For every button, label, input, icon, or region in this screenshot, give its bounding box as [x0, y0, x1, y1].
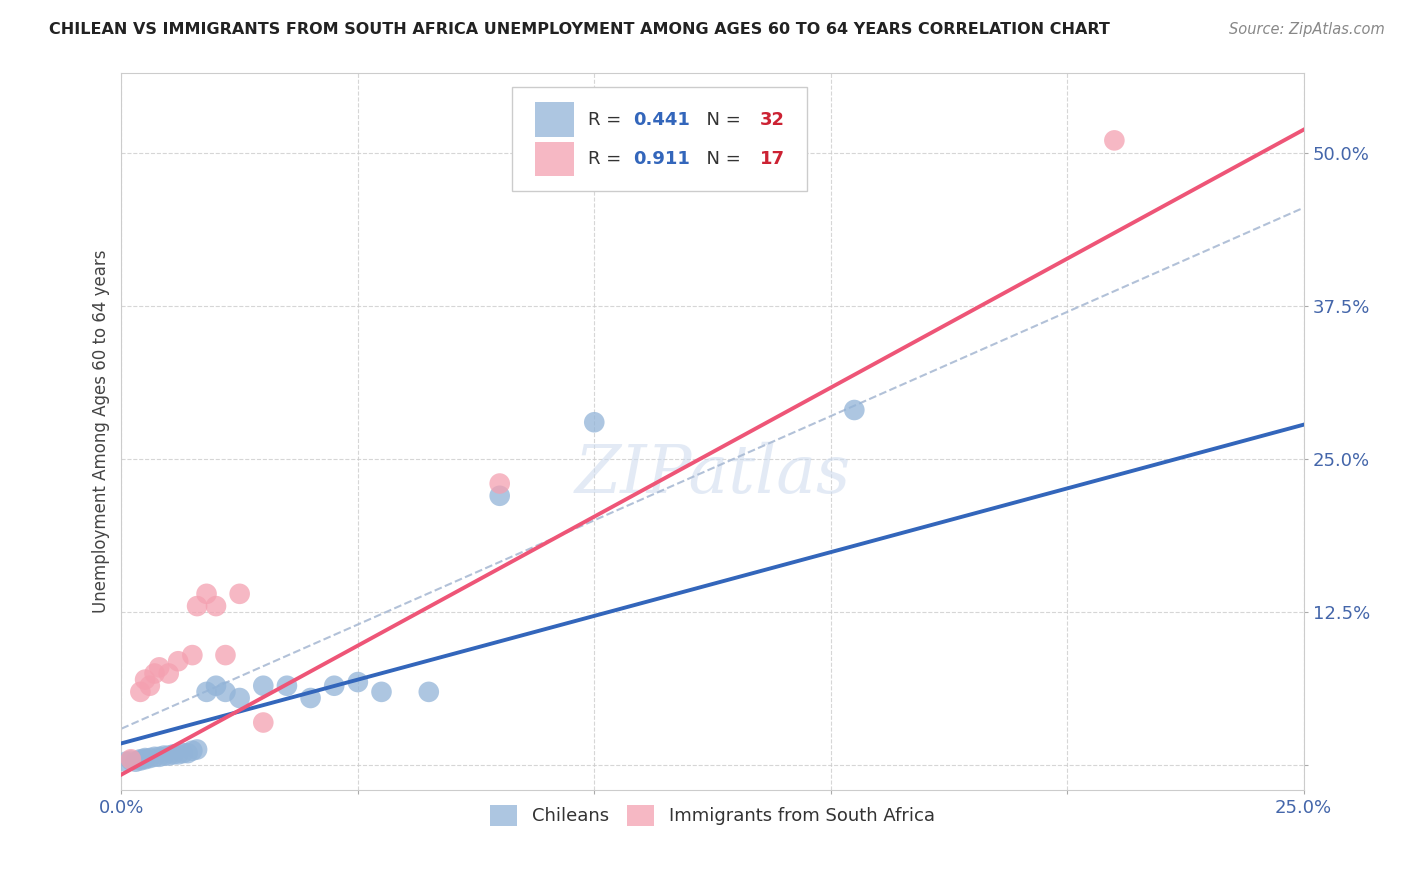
Point — [181, 744, 204, 758]
Point — [120, 754, 142, 768]
Point — [370, 685, 392, 699]
Point — [129, 754, 152, 768]
Point — [276, 679, 298, 693]
Point — [157, 666, 180, 681]
Text: CHILEAN VS IMMIGRANTS FROM SOUTH AFRICA UNEMPLOYMENT AMONG AGES 60 TO 64 YEARS C: CHILEAN VS IMMIGRANTS FROM SOUTH AFRICA … — [49, 22, 1111, 37]
Point — [228, 691, 250, 706]
Point — [844, 403, 866, 417]
Point — [347, 675, 370, 690]
Point — [195, 685, 218, 699]
Point — [129, 685, 152, 699]
Point — [214, 648, 236, 662]
FancyBboxPatch shape — [536, 142, 574, 177]
Text: N =: N = — [695, 150, 747, 168]
Point — [323, 679, 346, 693]
Legend: Chileans, Immigrants from South Africa: Chileans, Immigrants from South Africa — [481, 796, 943, 835]
Point — [205, 679, 228, 693]
Point — [167, 747, 190, 762]
Point — [195, 587, 218, 601]
Point — [153, 748, 176, 763]
Point — [143, 666, 166, 681]
Point — [167, 654, 190, 668]
Text: 0.911: 0.911 — [633, 150, 690, 168]
Text: R =: R = — [588, 150, 627, 168]
FancyBboxPatch shape — [536, 103, 574, 136]
FancyBboxPatch shape — [512, 87, 807, 191]
Point — [418, 685, 440, 699]
Point — [488, 489, 510, 503]
Point — [176, 746, 198, 760]
Point — [139, 751, 162, 765]
Point — [228, 587, 250, 601]
Point — [186, 742, 208, 756]
Point — [181, 648, 204, 662]
Text: N =: N = — [695, 111, 747, 128]
Point — [252, 679, 274, 693]
Point — [162, 747, 184, 762]
Point — [134, 752, 156, 766]
Point — [148, 749, 170, 764]
Point — [172, 746, 194, 760]
Point — [1104, 133, 1126, 147]
Point — [157, 748, 180, 763]
Point — [299, 691, 322, 706]
Text: R =: R = — [588, 111, 627, 128]
Y-axis label: Unemployment Among Ages 60 to 64 years: Unemployment Among Ages 60 to 64 years — [93, 250, 110, 613]
Point — [129, 752, 152, 766]
Point — [583, 415, 606, 429]
Point — [139, 679, 162, 693]
Point — [186, 599, 208, 613]
Text: 0.441: 0.441 — [633, 111, 690, 128]
Point — [115, 755, 138, 769]
Text: 17: 17 — [759, 150, 785, 168]
Point — [214, 685, 236, 699]
Point — [143, 749, 166, 764]
Point — [134, 751, 156, 765]
Text: 32: 32 — [759, 111, 785, 128]
Point — [120, 752, 142, 766]
Point — [488, 476, 510, 491]
Text: Source: ZipAtlas.com: Source: ZipAtlas.com — [1229, 22, 1385, 37]
Point — [205, 599, 228, 613]
Point — [124, 755, 146, 769]
Text: ZIPatlas: ZIPatlas — [574, 442, 851, 507]
Point — [148, 660, 170, 674]
Point — [252, 715, 274, 730]
Point — [134, 673, 156, 687]
